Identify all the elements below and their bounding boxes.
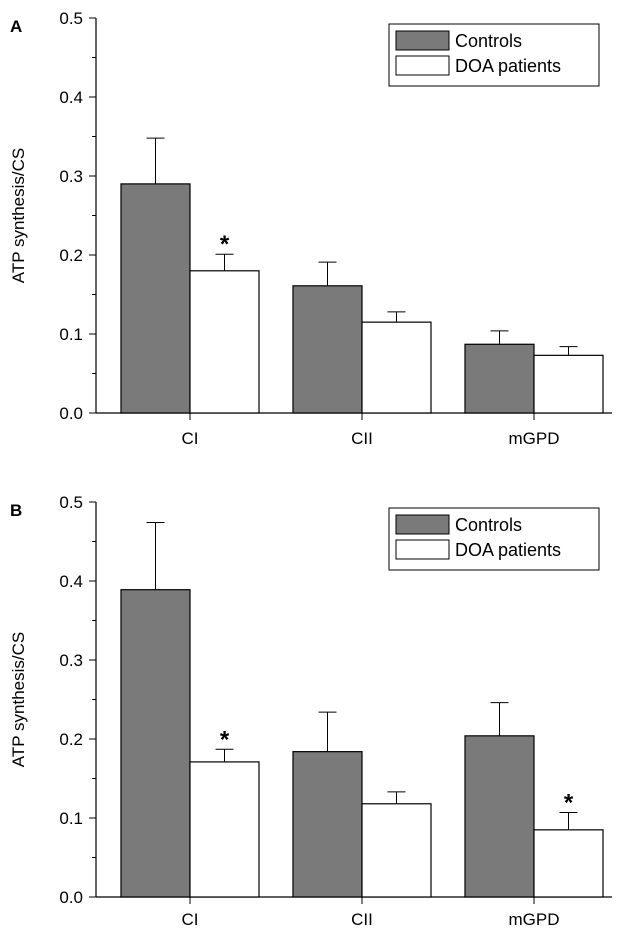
- bar-controls: [292, 285, 363, 414]
- bar-patients: [361, 321, 432, 414]
- x-category-label: CI: [182, 910, 199, 929]
- y-axis-title: ATP synthesis/CS: [9, 632, 28, 767]
- x-category-label: mGPD: [509, 429, 560, 448]
- x-category-label: CII: [351, 429, 373, 448]
- legend-swatch-controls: [395, 30, 450, 51]
- y-tick-label: 0.3: [59, 167, 83, 186]
- bar-patients: [189, 270, 260, 414]
- bar-controls: [120, 183, 191, 414]
- bar-controls: [464, 343, 535, 414]
- legend-label: Controls: [455, 31, 522, 51]
- legend-swatch-patients: [395, 539, 450, 560]
- y-tick-label: 0.5: [59, 493, 83, 512]
- panel-letter: B: [10, 501, 22, 520]
- bar-controls: [464, 735, 535, 898]
- legend-label: DOA patients: [455, 540, 561, 560]
- y-tick-label: 0.1: [59, 325, 83, 344]
- y-tick-label: 0.1: [59, 809, 83, 828]
- x-category-label: mGPD: [509, 910, 560, 929]
- panel-b: B ATP synthesis/CS 0.0 0.1 0.2 0.3 0.4 0.5 CI CII…: [9, 493, 612, 929]
- legend-swatch-controls: [395, 514, 450, 535]
- x-category-label: CI: [182, 429, 199, 448]
- x-category-label: CII: [351, 910, 373, 929]
- bar-patients: [189, 761, 260, 898]
- y-tick-label: 0.0: [59, 888, 83, 907]
- y-tick-label: 0.4: [59, 572, 83, 591]
- y-axis-title: ATP synthesis/CS: [9, 148, 28, 283]
- panel-a: A ATP synthesis/CS 0.0 0.1 0.2 0.3 0.4 0.5 CI CII…: [9, 9, 612, 448]
- legend-label: DOA patients: [455, 56, 561, 76]
- y-tick-label: 0.0: [59, 404, 83, 423]
- significance-marker: *: [220, 726, 230, 753]
- bar-patients: [533, 829, 604, 898]
- y-tick-label: 0.2: [59, 730, 83, 749]
- significance-marker: *: [220, 231, 230, 258]
- significance-marker: *: [564, 789, 574, 816]
- y-tick-label: 0.5: [59, 9, 83, 28]
- bar-patients: [533, 354, 604, 414]
- y-tick-label: 0.2: [59, 246, 83, 265]
- y-tick-label: 0.4: [59, 88, 83, 107]
- bar-patients: [361, 803, 432, 898]
- y-tick-label: 0.3: [59, 651, 83, 670]
- panel-letter: A: [10, 17, 22, 36]
- bar-controls: [120, 589, 191, 898]
- bar-controls: [292, 751, 363, 898]
- legend-label: Controls: [455, 515, 522, 535]
- legend-swatch-patients: [395, 55, 450, 76]
